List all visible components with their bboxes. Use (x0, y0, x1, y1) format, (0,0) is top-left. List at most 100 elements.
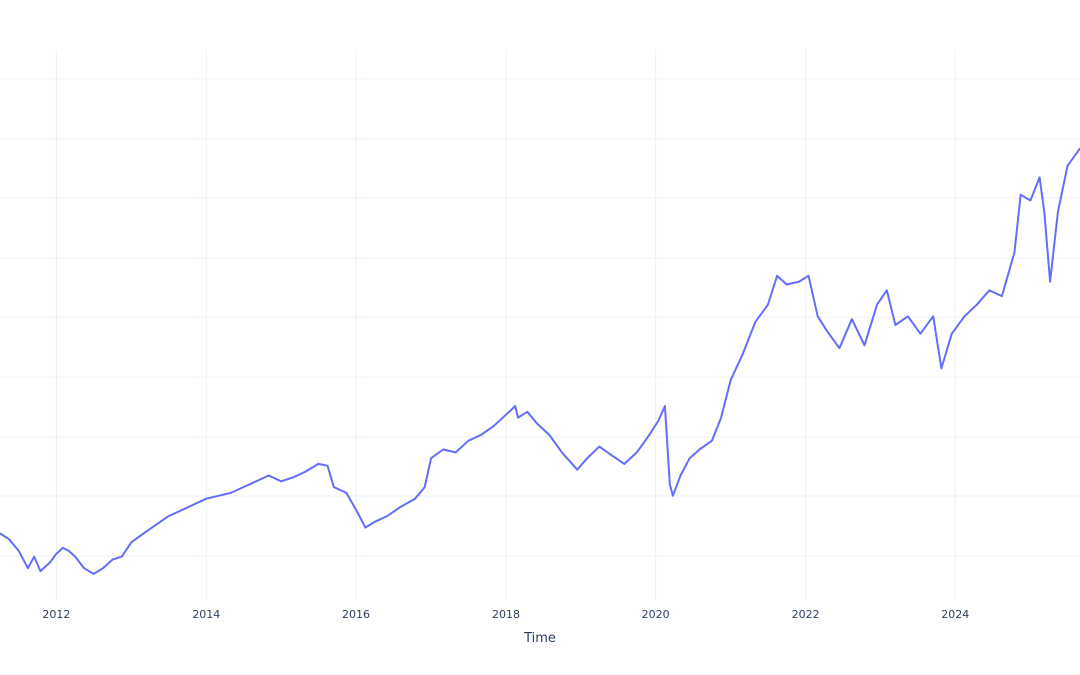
data-point (333, 486, 335, 488)
data-point (130, 541, 133, 543)
data-point (816, 315, 819, 318)
data-point (742, 353, 744, 355)
data-point (55, 552, 58, 555)
data-point (242, 486, 245, 488)
x-tick-label: 2016 (342, 608, 370, 621)
data-point (454, 451, 457, 454)
data-point (255, 480, 257, 483)
data-point (963, 315, 966, 318)
data-point (767, 303, 769, 306)
data-point (536, 422, 538, 425)
data-point (267, 474, 270, 477)
x-tick-label: 2012 (42, 608, 70, 621)
data-point (33, 555, 35, 558)
data-point (988, 289, 991, 292)
data-point (442, 448, 445, 451)
data-point (785, 283, 788, 286)
data-point (1066, 165, 1069, 167)
data-point (305, 470, 307, 473)
x-tick-label: 2022 (792, 608, 820, 621)
data-point (142, 532, 145, 535)
data-point (1001, 295, 1003, 297)
x-axis-title: Time (523, 631, 556, 646)
data-point (586, 457, 588, 460)
data-point (102, 567, 104, 569)
data-point (121, 555, 123, 558)
data-point (398, 506, 401, 509)
data-point (345, 492, 348, 494)
data-point (386, 515, 389, 517)
data-point (576, 468, 579, 471)
data-point (863, 344, 866, 347)
data-point (1057, 211, 1059, 213)
data-point (492, 425, 495, 428)
data-point (754, 321, 757, 323)
data-point (894, 324, 897, 326)
data-point (548, 434, 551, 436)
data-point (976, 303, 978, 306)
series-layer (0, 147, 1080, 575)
data-point (1049, 280, 1051, 283)
data-point (317, 463, 320, 465)
data-point (217, 495, 220, 497)
data-point (672, 495, 674, 497)
data-point (292, 476, 295, 479)
data-point (505, 413, 507, 416)
data-point (623, 463, 626, 465)
x-tick-label: 2014 (192, 608, 220, 621)
data-point (8, 538, 10, 540)
data-point (729, 379, 732, 381)
data-point (611, 454, 613, 457)
data-point (230, 492, 232, 494)
data-point (851, 318, 853, 321)
data-point (657, 419, 660, 422)
data-point (364, 526, 367, 529)
data-point (326, 464, 329, 467)
data-point (940, 367, 943, 370)
data-point (27, 567, 29, 569)
data-point (17, 550, 20, 552)
series-line (0, 147, 1080, 575)
data-point (180, 509, 183, 512)
data-point (167, 515, 170, 517)
data-point (74, 555, 76, 558)
data-point (0, 532, 1, 535)
data-point (92, 573, 95, 575)
data-point (467, 440, 470, 442)
data-point (636, 451, 638, 454)
data-point (414, 497, 416, 500)
data-point (193, 503, 195, 506)
data-point (688, 457, 691, 460)
data-point (951, 332, 953, 335)
data-point (517, 416, 519, 419)
data-point (39, 570, 42, 572)
data-point (679, 474, 682, 477)
data-point (669, 483, 671, 486)
data-point (1029, 199, 1032, 202)
data-point (155, 523, 157, 526)
data-point (423, 486, 426, 488)
data-point (776, 275, 778, 277)
data-point (798, 280, 800, 283)
data-point (876, 303, 878, 306)
data-point (62, 547, 64, 549)
data-point (280, 480, 283, 483)
data-point (1019, 193, 1022, 196)
data-point (932, 315, 934, 318)
data-point (526, 411, 529, 413)
data-point (720, 416, 722, 419)
data-point (807, 275, 810, 277)
y-gridlines (0, 78, 1080, 557)
data-point (514, 405, 516, 407)
data-point (561, 451, 563, 454)
x-tick-label: 2020 (642, 608, 670, 621)
data-point (373, 521, 376, 523)
data-point (919, 332, 922, 335)
data-point (698, 448, 701, 451)
x-gridlines (55, 50, 956, 600)
data-point (886, 289, 888, 292)
data-point (648, 434, 651, 436)
data-point (838, 347, 841, 350)
data-point (598, 445, 601, 448)
